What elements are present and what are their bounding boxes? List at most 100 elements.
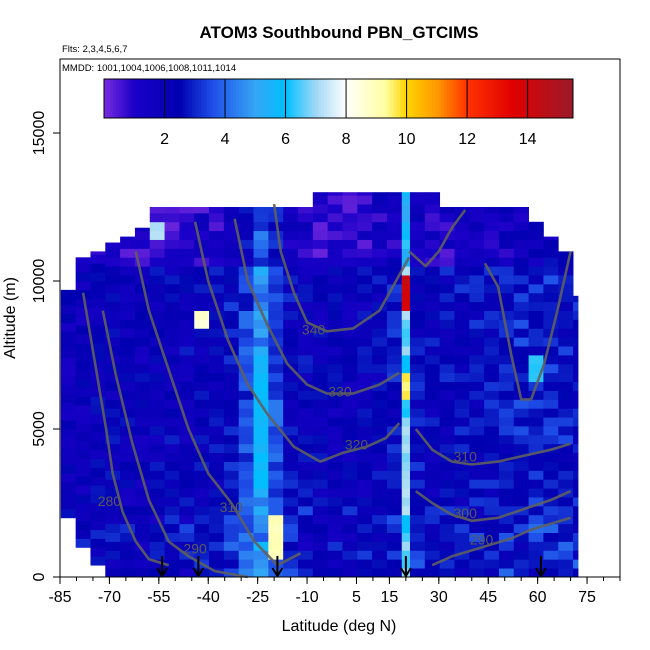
heatmap-cell xyxy=(134,541,151,551)
heatmap-cell xyxy=(469,381,485,391)
heatmap-cell xyxy=(386,470,403,480)
heatmap-cell xyxy=(194,390,210,400)
heatmap-cell xyxy=(149,417,165,427)
heatmap-cell xyxy=(528,417,544,427)
heatmap-cell xyxy=(149,479,165,489)
heatmap-cell xyxy=(528,363,544,374)
heatmap-cell xyxy=(105,275,121,285)
colorbar-segment xyxy=(523,79,527,118)
heatmap-cell xyxy=(75,440,91,451)
heatmap-cell xyxy=(312,505,329,516)
heatmap-cell xyxy=(105,310,121,320)
heatmap-cell xyxy=(513,532,529,542)
heatmap-cell xyxy=(401,443,411,454)
heatmap-cell xyxy=(194,514,210,525)
heatmap-cell xyxy=(75,414,91,424)
theta-contour-line xyxy=(431,516,571,567)
heatmap-cell xyxy=(342,337,358,347)
heatmap-cell xyxy=(439,541,455,551)
heatmap-cell xyxy=(410,346,426,356)
heatmap-cell xyxy=(149,292,165,303)
heatmap-cell xyxy=(179,207,195,214)
y-axis-title: Altitude (m) xyxy=(2,277,19,359)
colorbar-segment xyxy=(426,79,430,118)
heatmap-cell xyxy=(312,559,329,569)
heatmap-cell xyxy=(268,479,284,489)
heatmap-cell xyxy=(223,239,240,249)
heatmap-cell xyxy=(372,514,388,525)
heatmap-cell xyxy=(253,497,269,507)
heatmap-cell xyxy=(469,212,485,223)
heatmap-cell xyxy=(528,541,544,551)
heatmap-cell xyxy=(454,248,470,258)
heatmap-cell xyxy=(573,337,579,347)
heatmap-cell xyxy=(312,532,329,542)
heatmap-cell xyxy=(573,514,579,525)
heatmap-cell xyxy=(573,568,579,578)
heatmap-cell xyxy=(401,479,411,489)
colorbar-segment xyxy=(567,79,571,118)
heatmap-cell xyxy=(410,221,426,232)
heatmap-cell xyxy=(401,363,411,374)
heatmap-cell xyxy=(424,568,441,578)
heatmap-cell xyxy=(498,221,515,232)
x-axis: -85 -70 -55 -40 -25 -10 5 15 30 45 60 75 xyxy=(48,576,621,606)
heatmap-cell xyxy=(164,328,180,338)
heatmap-cell xyxy=(105,381,121,391)
heatmap-cell xyxy=(312,479,329,489)
heatmap-cell xyxy=(75,352,91,362)
heatmap-cell xyxy=(283,514,299,525)
heatmap-cell xyxy=(298,390,314,400)
heatmap-cell xyxy=(327,355,343,365)
heatmap-cell xyxy=(298,532,314,542)
heatmap-cell xyxy=(386,230,403,240)
heatmap-cell xyxy=(410,470,426,480)
heatmap-cell xyxy=(543,399,559,409)
colorbar-segment xyxy=(400,79,404,118)
heatmap-cell xyxy=(484,426,500,436)
heatmap-cell xyxy=(105,257,121,267)
heatmap-cell xyxy=(298,559,314,569)
heatmap-cell xyxy=(238,310,254,320)
heatmap-cell xyxy=(357,283,373,294)
heatmap-cell xyxy=(454,434,470,445)
heatmap-cell xyxy=(283,532,299,542)
heatmap-cell xyxy=(327,568,343,578)
heatmap-cell xyxy=(454,443,470,454)
heatmap-cell xyxy=(120,275,136,285)
heatmap-cell xyxy=(410,381,426,391)
heatmap-cell xyxy=(238,559,254,569)
heatmap-cell xyxy=(268,514,284,525)
heatmap-cell xyxy=(401,239,411,249)
heatmap-cell xyxy=(357,337,373,347)
colorbar-segment xyxy=(285,79,290,118)
heatmap-cell xyxy=(327,505,343,516)
heatmap-cell xyxy=(298,292,314,303)
heatmap-cell xyxy=(60,508,77,519)
heatmap-cell xyxy=(401,346,411,356)
heatmap-cell xyxy=(253,346,269,356)
heatmap-cell xyxy=(498,381,515,391)
heatmap-cell xyxy=(312,346,329,356)
heatmap-cell xyxy=(253,559,269,569)
heatmap-cell xyxy=(342,372,358,383)
heatmap-cell xyxy=(149,319,165,329)
heatmap-cell xyxy=(120,310,136,320)
heatmap-cell xyxy=(513,221,529,232)
heatmap-cell xyxy=(75,449,91,459)
heatmap-cell xyxy=(528,372,544,383)
heatmap-cell xyxy=(298,426,314,436)
heatmap-cell xyxy=(401,310,411,320)
heatmap-cell xyxy=(469,283,485,294)
heatmap-cell xyxy=(253,239,269,249)
heatmap-cell xyxy=(439,559,455,569)
heatmap-cell xyxy=(513,541,529,551)
heatmap-cell xyxy=(164,470,180,480)
heatmap-cell xyxy=(268,532,284,542)
theta-contour-label: 330 xyxy=(328,383,352,399)
heatmap-cell xyxy=(513,328,529,338)
heatmap-cell xyxy=(469,337,485,347)
heatmap-cell xyxy=(238,452,254,462)
heatmap-cell xyxy=(90,458,106,468)
heatmap-cell xyxy=(386,372,403,383)
